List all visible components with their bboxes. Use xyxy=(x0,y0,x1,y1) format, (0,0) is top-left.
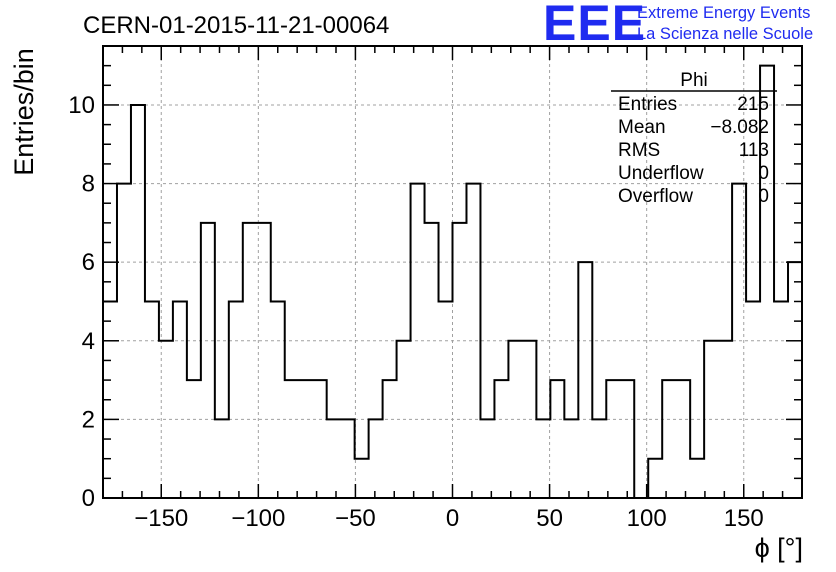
y-tick-label: 0 xyxy=(82,485,95,512)
stats-label-underflow: Underflow xyxy=(618,163,704,184)
stats-value-underflow: 0 xyxy=(758,163,769,184)
histogram-bin xyxy=(564,419,578,498)
histogram-bin xyxy=(578,262,592,498)
chart-title: CERN-01-2015-11-21-00064 xyxy=(83,12,389,39)
histogram-bin xyxy=(285,380,299,498)
histogram-bin xyxy=(536,419,550,498)
histogram-bars xyxy=(103,64,802,499)
x-tick-label: −50 xyxy=(335,505,376,532)
logo-line-1: Extreme Energy Events xyxy=(637,4,810,22)
histogram-bin xyxy=(676,380,690,498)
logo-mark: EEE xyxy=(543,0,646,51)
histogram-bin xyxy=(159,341,173,498)
histogram-bin xyxy=(257,223,271,498)
x-tick-label: 100 xyxy=(627,505,667,532)
stats-value-entries: 215 xyxy=(737,94,769,115)
histogram-bin xyxy=(383,380,397,498)
histogram-bin xyxy=(662,380,676,498)
tick-labels: −150 −100 −50 0 50 100 150 0 2 4 6 8 10 xyxy=(68,92,763,532)
stats-label-overflow: Overflow xyxy=(618,186,693,207)
stats-label-rms: RMS xyxy=(618,140,660,161)
y-tick-label: 8 xyxy=(82,171,95,198)
histogram-bin xyxy=(550,380,564,498)
histogram-bin xyxy=(201,223,215,498)
histogram-bin xyxy=(592,419,606,498)
histogram-bin xyxy=(718,341,732,498)
histogram-bin xyxy=(746,301,760,498)
histogram-bin xyxy=(774,301,788,498)
histogram-bin xyxy=(313,380,327,498)
histogram-bin xyxy=(187,380,201,498)
histogram-bin xyxy=(522,341,536,498)
histogram-bin xyxy=(369,419,383,498)
histogram-bin xyxy=(453,223,467,498)
histogram-bin xyxy=(271,301,285,498)
x-axis-label: ϕ [°] xyxy=(755,533,803,563)
histogram-bin xyxy=(425,223,439,498)
stats-value-mean: −8.082 xyxy=(710,117,769,138)
histogram-bin xyxy=(299,380,313,498)
stats-box: Phi Entries 215 Mean −8.082 RMS 113 Unde… xyxy=(611,70,777,207)
x-tick-label: −150 xyxy=(134,505,188,532)
histogram-bin xyxy=(732,184,746,498)
y-axis-label: Entries/bin xyxy=(9,48,39,176)
y-tick-label: 10 xyxy=(68,92,95,119)
x-tick-label: 0 xyxy=(446,505,459,532)
histogram-bin xyxy=(494,380,508,498)
histogram-bin xyxy=(117,184,131,498)
histogram-bin xyxy=(411,184,425,498)
stats-value-rms: 113 xyxy=(739,140,769,161)
histogram-bin xyxy=(397,341,411,498)
histogram-bin xyxy=(145,301,159,498)
stats-label-entries: Entries xyxy=(618,94,677,115)
x-tick-label: −100 xyxy=(231,505,285,532)
histogram-bin xyxy=(327,419,341,498)
histogram-bin xyxy=(648,459,662,498)
histogram-bin xyxy=(466,184,480,498)
histogram-bin xyxy=(341,419,355,498)
y-tick-label: 2 xyxy=(82,406,95,433)
histogram-bin xyxy=(508,341,522,498)
logo-line-2: La Scienza nelle Scuole xyxy=(637,25,813,43)
histogram-bin xyxy=(215,419,229,498)
histogram-outline xyxy=(103,64,802,499)
histogram-bin xyxy=(355,459,369,498)
histogram-bin xyxy=(620,380,634,498)
axis-ticks xyxy=(103,45,802,499)
y-tick-label: 4 xyxy=(82,328,95,355)
x-tick-label: 150 xyxy=(724,505,764,532)
stats-value-overflow: 0 xyxy=(758,186,769,207)
histogram-bin xyxy=(704,341,718,498)
histogram-bin xyxy=(606,380,620,498)
eee-logo: EEE Extreme Energy Events La Scienza nel… xyxy=(543,0,813,51)
histogram-bin xyxy=(439,301,453,498)
y-tick-label: 6 xyxy=(82,249,95,276)
histogram-bin xyxy=(173,301,187,498)
histogram-bin xyxy=(480,419,494,498)
histogram-bin xyxy=(243,223,257,498)
histogram-bin xyxy=(131,105,145,498)
histogram-bin xyxy=(690,459,704,498)
stats-label-mean: Mean xyxy=(618,117,666,138)
stats-title: Phi xyxy=(680,70,707,91)
histogram-bin xyxy=(229,301,243,498)
x-tick-label: 50 xyxy=(536,505,563,532)
